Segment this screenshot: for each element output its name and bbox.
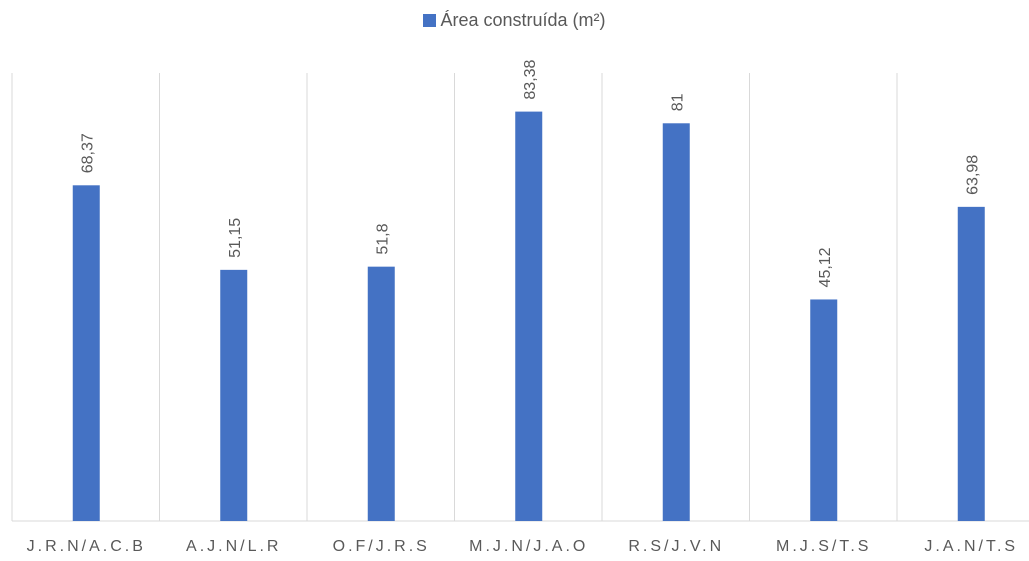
legend-label: Área construída (m²) <box>440 10 606 30</box>
bar-2 <box>220 269 248 521</box>
x-tick-label-1: J.R.N/A.C.B <box>27 538 146 555</box>
x-tick-label-6: M.J.S/T.S <box>776 538 871 555</box>
legend-swatch <box>423 14 437 27</box>
data-label-6: 45,12 <box>817 247 834 287</box>
bar-3 <box>367 266 395 521</box>
x-tick-label-7: J.A.N/T.S <box>924 538 1018 555</box>
data-label-1: 68,37 <box>79 133 96 173</box>
x-tick-label-4: M.J.N/J.A.O <box>469 538 588 555</box>
bar-layer <box>72 111 985 522</box>
data-label-layer: 68,37 51,15 51,8 83,38 81 45,12 63,98 <box>79 59 981 287</box>
data-label-2: 51,15 <box>227 218 244 258</box>
data-label-5: 81 <box>669 93 686 111</box>
chart-legend: Área construída (m²) <box>0 10 1029 31</box>
x-tick-label-3: O.F/J.R.S <box>333 538 430 555</box>
bar-4 <box>515 111 543 522</box>
data-label-7: 63,98 <box>964 155 981 195</box>
bar-1 <box>72 185 100 522</box>
x-tick-label-5: R.S/J.V.N <box>628 538 724 555</box>
bar-6 <box>810 299 838 521</box>
bar-7 <box>957 206 985 521</box>
tick-label-layer: J.R.N/A.C.B A.J.N/L.R O.F/J.R.S M.J.N/J.A.O… <box>27 538 1018 555</box>
data-label-4: 83,38 <box>522 59 539 99</box>
bar-5 <box>662 123 690 521</box>
data-label-3: 51,8 <box>374 223 391 254</box>
x-tick-label-2: A.J.N/L.R <box>186 538 281 555</box>
